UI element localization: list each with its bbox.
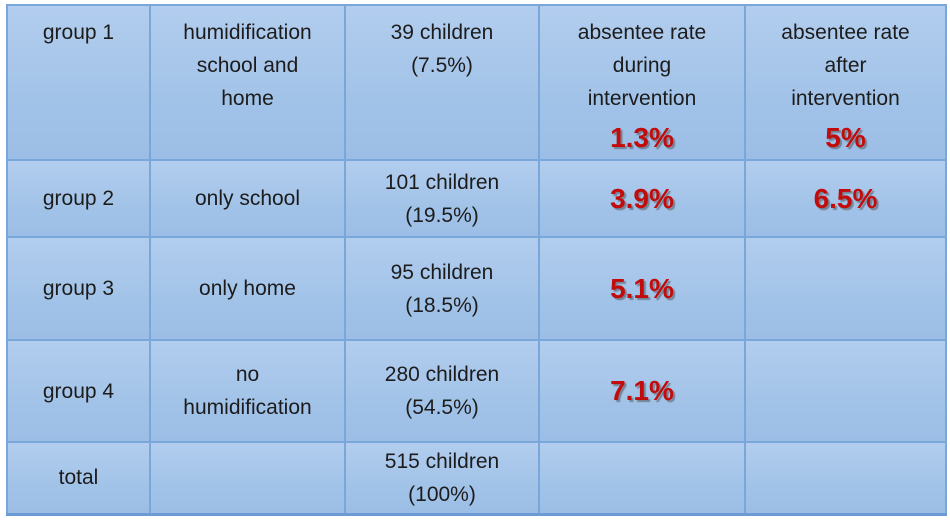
cell-total-children: 515 children (100%) [344, 441, 540, 515]
group-label: group 2 [42, 187, 115, 210]
children-count-line: 95 children [390, 260, 494, 284]
cell-total-rate-after [744, 441, 947, 515]
rate-value-during: 5.1% [610, 272, 674, 304]
cell-group3-children: 95 children (18.5%) [344, 236, 540, 341]
cell-group2-children: 101 children (19.5%) [344, 159, 540, 238]
children-count-line: (7.5%) [411, 54, 473, 77]
treatment-line: home [221, 87, 274, 110]
children-count-line: 515 children [384, 449, 500, 473]
treatment-line: humidification [183, 396, 312, 419]
cell-group4-rate-after [744, 339, 947, 443]
cell-group3-rate-after [744, 236, 947, 341]
rate-value-during: 1.3% [610, 122, 674, 153]
cell-total-rate-during [538, 441, 746, 515]
children-count-line: 280 children [384, 363, 500, 386]
cell-group4-treatment: no humidification [149, 339, 346, 443]
table-row-group3: group 3 only home 95 children (18.5%) 5.… [6, 236, 947, 341]
cell-group1-children: 39 children (7.5%) [344, 4, 540, 161]
rate-value-during: 3.9% [610, 182, 674, 214]
group-label: total [58, 466, 99, 490]
children-count-line: (100%) [408, 482, 476, 506]
table-row-group4: group 4 no humidification 280 children (… [6, 339, 947, 443]
table-row-group1: group 1 humidification school and home 3… [6, 4, 947, 161]
group-label: group 1 [42, 21, 115, 44]
cell-total-label: total [6, 441, 151, 515]
data-table: group 1 humidification school and home 3… [6, 4, 947, 516]
cell-total-treatment [149, 441, 346, 515]
cell-group1-label: group 1 [6, 4, 151, 161]
treatment-line: only school [194, 187, 301, 210]
cell-group4-rate-during: 7.1% [538, 339, 746, 443]
cell-group4-label: group 4 [6, 339, 151, 443]
group-label: group 4 [42, 379, 115, 403]
cell-group2-rate-after: 6.5% [744, 159, 947, 238]
rate-value-during: 7.1% [610, 375, 674, 406]
table-row-total: total 515 children (100%) [6, 441, 947, 515]
rate-header-line: after [824, 54, 867, 77]
children-count-line: 39 children [390, 21, 494, 44]
table-row-group2: group 2 only school 101 children (19.5%)… [6, 159, 947, 238]
rate-header-line: absentee rate [781, 21, 910, 44]
group-label: group 3 [42, 277, 115, 300]
cell-group1-rate-during: absentee rate during intervention 1.3% [538, 4, 746, 161]
rate-header-line: intervention [587, 87, 697, 110]
cell-group1-rate-after: absentee rate after intervention 5% [744, 4, 947, 161]
cell-group2-rate-during: 3.9% [538, 159, 746, 238]
children-count-line: (54.5%) [405, 396, 479, 419]
children-count-line: (19.5%) [405, 203, 479, 227]
cell-group4-children: 280 children (54.5%) [344, 339, 540, 443]
cell-group3-treatment: only home [149, 236, 346, 341]
cell-group2-label: group 2 [6, 159, 151, 238]
cell-group3-label: group 3 [6, 236, 151, 341]
treatment-line: only home [199, 277, 296, 300]
rate-header-line: intervention [791, 87, 900, 110]
treatment-line: no [235, 363, 260, 386]
cell-group1-treatment: humidification school and home [149, 4, 346, 161]
rate-value-after: 6.5% [813, 182, 878, 214]
cell-group3-rate-during: 5.1% [538, 236, 746, 341]
treatment-line: school and [196, 54, 299, 77]
cell-group2-treatment: only school [149, 159, 346, 238]
rate-header-line: absentee rate [577, 21, 707, 44]
treatment-line: humidification [183, 21, 312, 44]
children-count-line: (18.5%) [405, 293, 479, 317]
rate-header-line: during [612, 54, 672, 77]
rate-value-after: 5% [825, 122, 866, 153]
children-count-line: 101 children [384, 170, 500, 194]
